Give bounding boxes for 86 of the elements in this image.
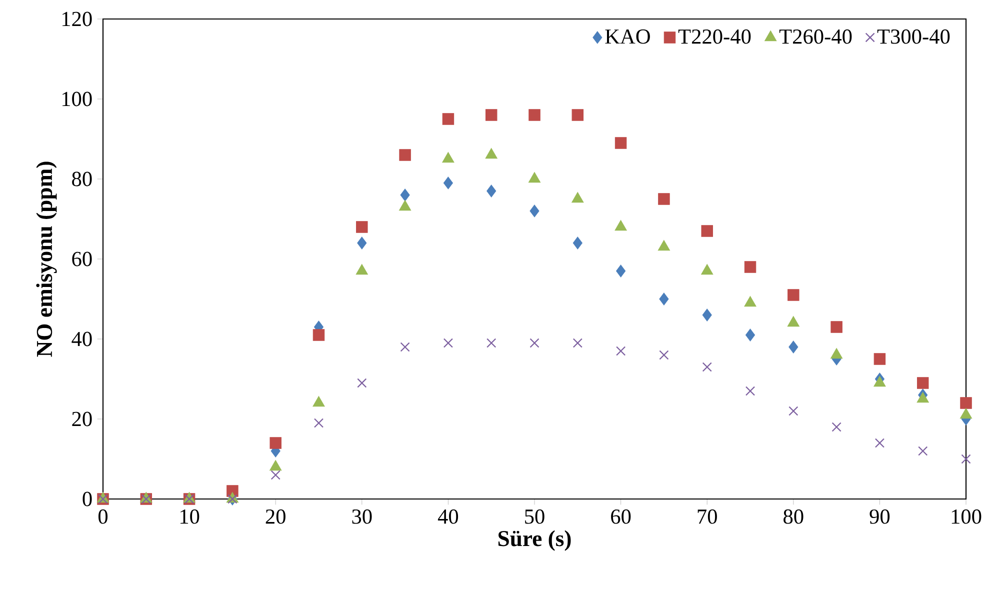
point (659, 292, 669, 306)
point (832, 422, 842, 432)
x-tick-label: 20 (266, 509, 286, 524)
point (528, 109, 540, 121)
point (830, 321, 842, 333)
legend-label: T300-40 (877, 29, 950, 44)
x-tick-label: 30 (352, 509, 372, 524)
point (960, 408, 972, 419)
point (614, 137, 627, 149)
point (530, 338, 540, 348)
point (788, 406, 798, 416)
point (312, 329, 325, 341)
point (400, 188, 410, 202)
point (485, 148, 498, 159)
point (916, 392, 929, 403)
legend-label: KAO (605, 29, 650, 44)
x-tick-label: 70 (698, 509, 717, 524)
x-tick-label: 0 (98, 509, 108, 524)
x-tick-label: 100 (952, 509, 982, 524)
point (572, 236, 582, 250)
point (357, 236, 367, 250)
point (572, 338, 582, 348)
point (312, 396, 325, 407)
point (616, 264, 626, 278)
x-axis-title: Süre (s) (498, 530, 571, 551)
point (443, 176, 453, 190)
point (486, 184, 496, 198)
x-tick-label: 90 (870, 509, 890, 524)
point (486, 338, 496, 348)
point (572, 109, 584, 121)
point (270, 470, 280, 480)
point (530, 204, 540, 218)
x-tick-label: 40 (438, 509, 458, 524)
point (443, 338, 454, 348)
y-tick-label: 80 (72, 172, 92, 186)
point (399, 200, 412, 211)
x-tick-label: 80 (784, 509, 804, 524)
point (918, 446, 928, 456)
point (744, 261, 756, 273)
point (357, 378, 367, 388)
point (788, 289, 800, 301)
legend-label: T220-40 (678, 29, 751, 44)
point (745, 386, 756, 396)
point (744, 296, 756, 307)
point (830, 348, 843, 359)
point (314, 418, 324, 428)
point (874, 376, 886, 387)
point (270, 460, 282, 471)
point (745, 328, 756, 342)
x-tick-label: 60 (611, 509, 631, 524)
point (960, 397, 972, 409)
point (961, 454, 971, 464)
point (787, 316, 800, 327)
point (702, 308, 712, 322)
point (442, 152, 454, 163)
y-tick-label: 40 (72, 332, 92, 346)
legend-label: T260-40 (779, 29, 852, 44)
y-tick-label: 120 (62, 12, 92, 26)
point (528, 172, 541, 183)
point (874, 353, 886, 365)
point (399, 149, 411, 161)
point (572, 192, 584, 203)
y-tick-label: 100 (62, 92, 92, 106)
point (270, 437, 282, 449)
point (485, 109, 498, 121)
point (614, 220, 627, 231)
y-tick-label: 20 (72, 412, 92, 426)
x-tick-label: 10 (180, 509, 200, 524)
point (356, 264, 368, 275)
point (702, 362, 712, 372)
y-tick-label: 60 (72, 252, 92, 266)
point (658, 240, 670, 251)
point (701, 225, 713, 237)
point (788, 340, 798, 354)
point (616, 346, 626, 356)
point (874, 438, 885, 448)
point (658, 193, 670, 205)
point (442, 113, 454, 125)
point (701, 264, 714, 275)
y-axis-title: NO emisyonu (ppm) (36, 162, 57, 357)
point (400, 342, 410, 352)
y-tick-label: 0 (82, 492, 92, 506)
x-tick-label: 50 (525, 509, 544, 524)
point (356, 221, 368, 233)
point (659, 350, 669, 360)
point (916, 377, 929, 389)
